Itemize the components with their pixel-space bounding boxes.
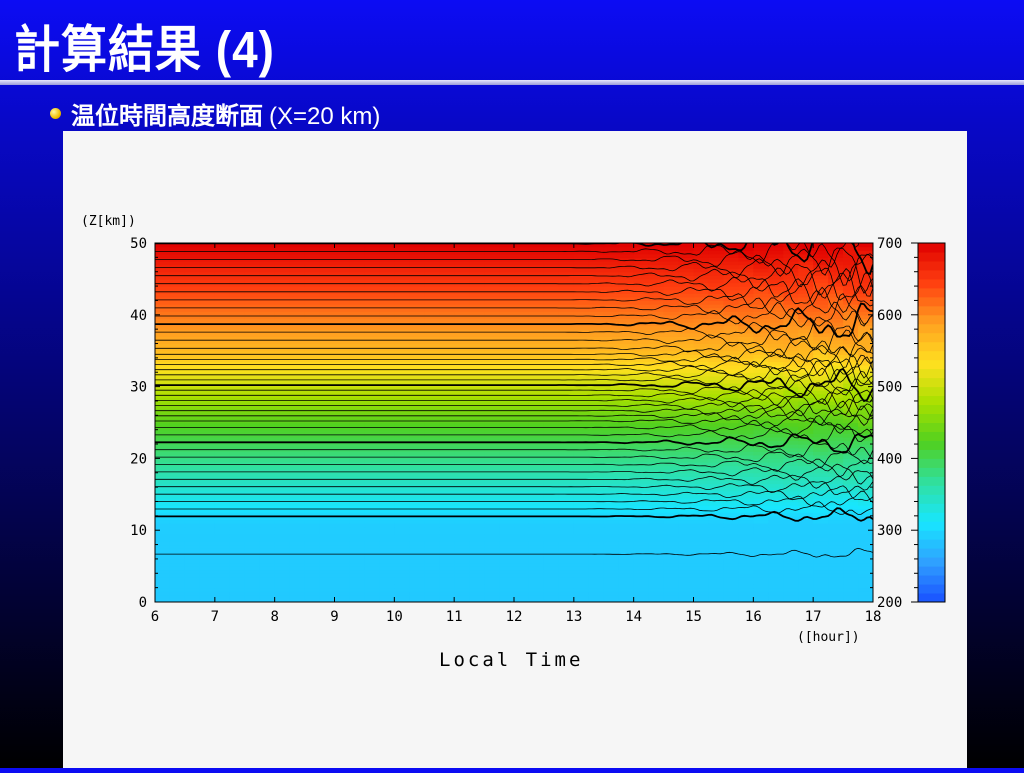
colorbar-band bbox=[918, 431, 945, 440]
colorbar-band bbox=[918, 584, 945, 593]
x-axis-label: Local Time bbox=[439, 649, 583, 671]
colorbar-band bbox=[918, 414, 945, 423]
colorbar-band bbox=[918, 252, 945, 261]
x-tick-label: 10 bbox=[386, 609, 403, 625]
colorbar-band bbox=[918, 566, 945, 575]
colorbar-band bbox=[918, 351, 945, 360]
x-tick-label: 16 bbox=[745, 609, 762, 625]
colorbar-band bbox=[918, 324, 945, 333]
x-tick-label: 18 bbox=[865, 609, 882, 625]
colorbar-band bbox=[918, 458, 945, 467]
x-tick-label: 12 bbox=[506, 609, 523, 625]
colorbar-band bbox=[918, 512, 945, 521]
bullet-text: 温位時間高度断面(X=20 km) bbox=[71, 96, 380, 131]
colorbar-band bbox=[918, 342, 945, 351]
colorbar-band bbox=[918, 530, 945, 539]
x-tick-label: 15 bbox=[685, 609, 702, 625]
colorbar-band bbox=[918, 485, 945, 494]
colorbar-band bbox=[918, 521, 945, 530]
slide-title: 計算結果 (4) bbox=[14, 10, 275, 83]
x-tick-label: 8 bbox=[270, 609, 278, 625]
colorbar-band bbox=[918, 449, 945, 458]
colorbar-band bbox=[918, 279, 945, 288]
colorbar-band bbox=[918, 494, 945, 503]
x-tick-label: 9 bbox=[330, 609, 338, 625]
colorbar-tick-label: 400 bbox=[877, 451, 902, 467]
colorbar-band bbox=[918, 261, 945, 270]
colorbar-band bbox=[918, 503, 945, 512]
colorbar-tick-label: 600 bbox=[877, 308, 902, 324]
bullet-dot-icon bbox=[50, 108, 61, 119]
y-tick-label: 50 bbox=[130, 236, 147, 252]
x-axis-unit: ([hour]) bbox=[797, 630, 860, 645]
figure-panel: 6 7 8 9 10 11 12 13 14 15 16 17 18 0 10 20 30 40 50 (Z[km]… bbox=[63, 131, 967, 768]
colorbar-band bbox=[918, 396, 945, 405]
colorbar-band bbox=[918, 243, 945, 252]
y-tick-label: 10 bbox=[130, 523, 147, 539]
colorbar-band bbox=[918, 288, 945, 297]
colorbar-band bbox=[918, 369, 945, 378]
colorbar-tick-label: 300 bbox=[877, 523, 902, 539]
y-tick-label: 40 bbox=[130, 308, 147, 324]
bullet-sub-text: (X=20 km) bbox=[269, 103, 380, 130]
colorbar: 200 300 400 500 600 700 bbox=[877, 236, 945, 611]
colorbar-band bbox=[918, 575, 945, 584]
colorbar-band bbox=[918, 548, 945, 557]
colorbar-band bbox=[918, 333, 945, 342]
x-tick-label: 7 bbox=[211, 609, 219, 625]
colorbar-band bbox=[918, 557, 945, 566]
colorbar-band bbox=[918, 467, 945, 476]
colorbar-band bbox=[918, 270, 945, 279]
x-tick-label: 14 bbox=[625, 609, 642, 625]
x-tick-label: 6 bbox=[151, 609, 159, 625]
y-tick-label: 0 bbox=[139, 595, 147, 611]
colorbar-band bbox=[918, 440, 945, 449]
bullet-item: 温位時間高度断面(X=20 km) bbox=[50, 98, 380, 128]
colorbar-band bbox=[918, 476, 945, 485]
colorbar-band bbox=[918, 405, 945, 414]
colorbar-band bbox=[918, 593, 945, 602]
colorbar-tick-label: 200 bbox=[877, 595, 902, 611]
colorbar-band bbox=[918, 360, 945, 369]
x-tick-label: 13 bbox=[565, 609, 582, 625]
title-divider bbox=[0, 80, 1024, 85]
potential-temperature-chart: 6 7 8 9 10 11 12 13 14 15 16 17 18 0 10 20 30 40 50 (Z[km]… bbox=[63, 131, 967, 768]
colorbar-band bbox=[918, 306, 945, 315]
y-axis-unit: (Z[km]) bbox=[81, 214, 136, 229]
y-tick-label: 30 bbox=[130, 380, 147, 396]
colorbar-tick-label: 700 bbox=[877, 236, 902, 252]
bullet-main-text: 温位時間高度断面 bbox=[71, 103, 263, 130]
colorbar-tick-label: 500 bbox=[877, 380, 902, 396]
plot-area bbox=[155, 243, 874, 603]
colorbar-band bbox=[918, 387, 945, 396]
colorbar-band bbox=[918, 297, 945, 306]
x-tick-label: 11 bbox=[446, 609, 463, 625]
colorbar-band bbox=[918, 315, 945, 324]
y-tick-label: 20 bbox=[130, 451, 147, 467]
colorbar-band bbox=[918, 539, 945, 548]
x-tick-label: 17 bbox=[805, 609, 822, 625]
colorbar-band bbox=[918, 423, 945, 432]
colorbar-band bbox=[918, 378, 945, 387]
